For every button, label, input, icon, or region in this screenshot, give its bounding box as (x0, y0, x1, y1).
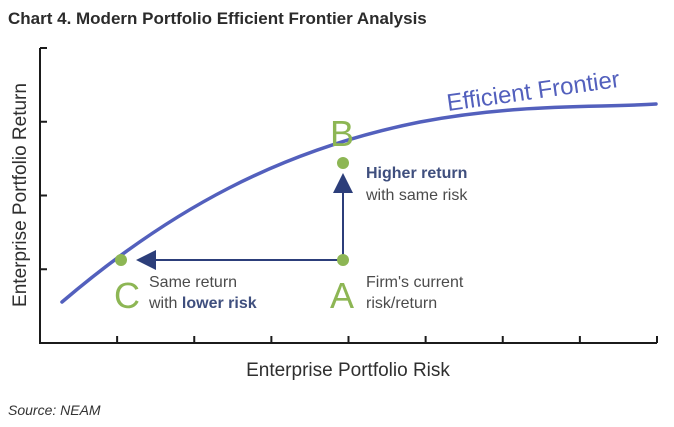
point-a-letter: A (330, 275, 354, 316)
source-note: Source: NEAM (8, 402, 101, 418)
point-a-note-line2: risk/return (366, 295, 437, 312)
x-axis-label: Enterprise Portfolio Risk (246, 360, 450, 381)
point-c-letter: C (114, 275, 140, 316)
point-a-note-line1: Firm's current (366, 274, 464, 291)
axis-ticks (40, 47, 658, 343)
axis-lines (39, 48, 657, 344)
efficient-frontier-curve (60, 102, 658, 304)
point-c-note-prefix: with (148, 295, 182, 312)
y-axis-label: Enterprise Portfolio Return (10, 83, 31, 307)
point-b-note-bold: Higher return (366, 165, 467, 182)
point-c (115, 254, 127, 266)
chart-title: Chart 4. Modern Portfolio Efficient Fron… (8, 9, 427, 28)
point-a (337, 254, 349, 266)
point-c-note-line1: Same return (149, 274, 237, 291)
point-b (337, 157, 349, 169)
point-c-note-line2: with lower risk (148, 295, 257, 312)
point-b-note: with same risk (365, 187, 468, 204)
point-b-letter: B (330, 113, 354, 154)
point-c-note-bold: lower risk (182, 295, 257, 312)
